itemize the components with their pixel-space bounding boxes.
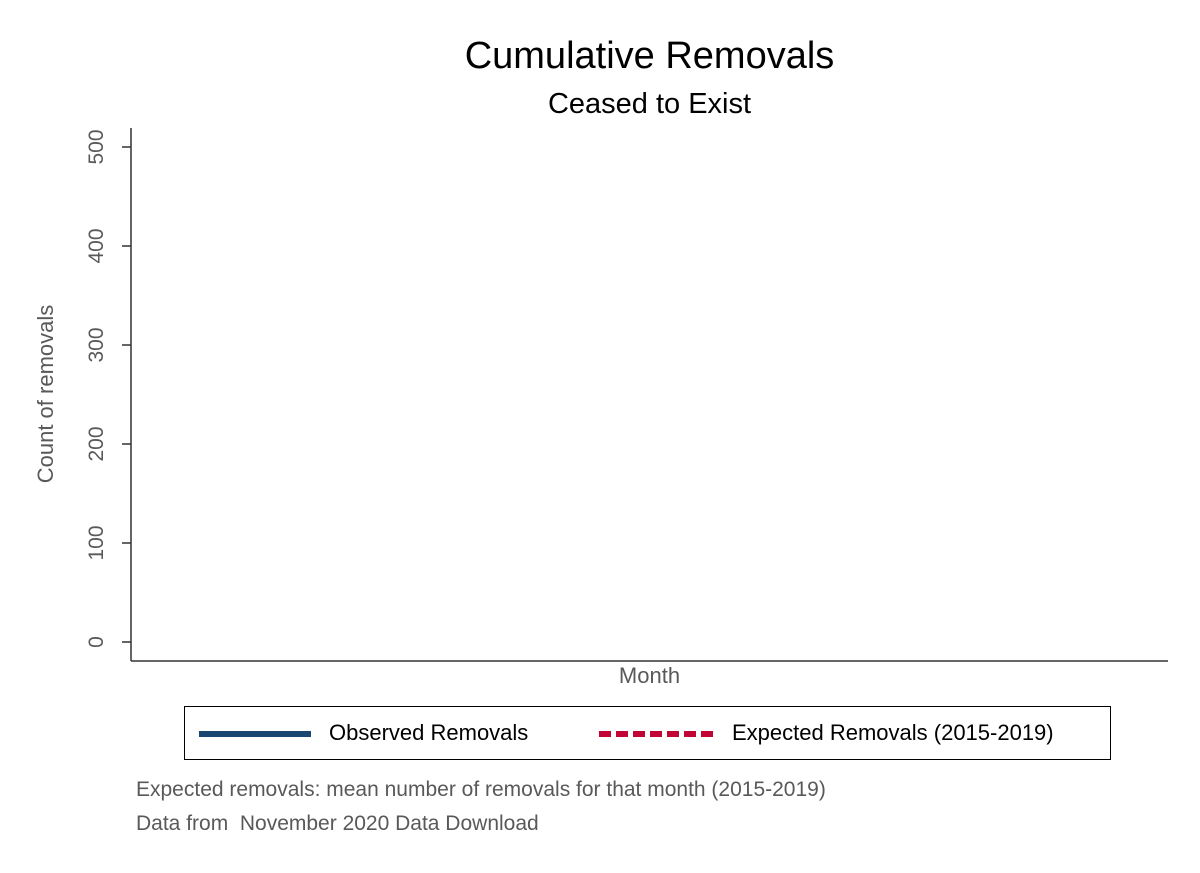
legend-label-observed: Observed Removals [329,720,529,745]
y-tick-label: 100 [85,525,108,561]
legend-key-expected [599,731,713,737]
y-tick-label: 500 [85,129,108,165]
x-axis-label: Month [618,663,681,688]
y-tick-label: 400 [85,228,108,264]
legend-label-expected: Expected Removals (2015-2019) [732,720,1054,745]
y-axis-label: Count of removals [33,304,58,484]
legend: Observed Removals Expected Removals (201… [184,706,1111,760]
note-data-source: Data from November 2020 Data Download [136,812,539,835]
y-tick-label: 300 [85,327,108,363]
note-expected-removals: Expected removals: mean number of remova… [136,778,826,801]
chart-subtitle: Ceased to Exist [547,88,752,120]
legend-key-observed [199,731,311,737]
y-tick-label: 200 [85,426,108,462]
chart-title: Cumulative Removals [464,35,835,77]
y-tick-label: 0 [85,636,108,648]
y-ticks [122,146,131,643]
